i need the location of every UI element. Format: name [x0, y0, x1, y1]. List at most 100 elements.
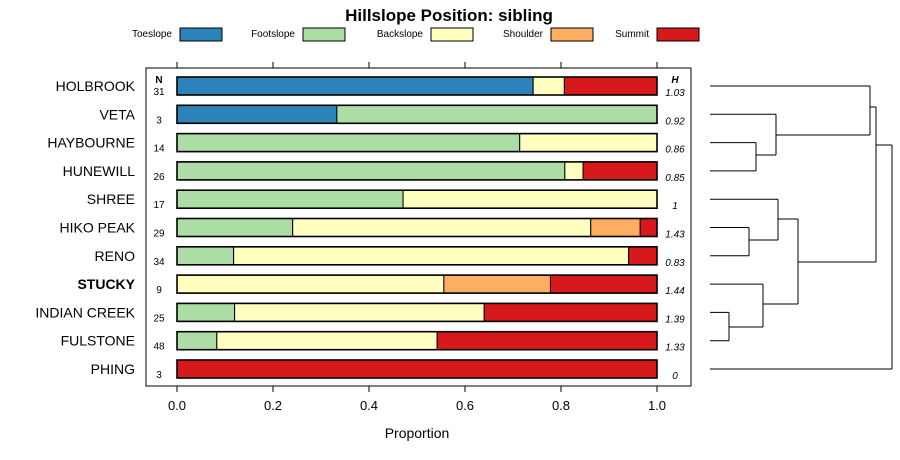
row-hunewill: HUNEWILL 26 0.85: [63, 161, 685, 184]
bar-reno-summit: [628, 246, 658, 266]
row-label-reno: RENO: [95, 248, 136, 264]
chart-title: Hillslope Position: sibling: [345, 6, 553, 25]
bar-indian-creek-footslope: [176, 302, 236, 322]
legend-label-shoulder: Shoulder: [503, 29, 544, 40]
bar-holbrook-backslope: [532, 76, 565, 96]
row-n-fulstone: 48: [153, 342, 165, 353]
row-haybourne: HAYBOURNE 14 0.86: [47, 132, 685, 156]
row-h-hiko-peak: 1.43: [665, 230, 685, 241]
legend-label-toeslope: Toeslope: [132, 29, 172, 40]
row-label-hunewill: HUNEWILL: [63, 163, 136, 179]
legend-swatch-shoulder: [550, 27, 594, 42]
row-h-holbrook: 1.03: [665, 88, 685, 99]
bar-fulstone-summit: [436, 331, 658, 351]
row-label-shree: SHREE: [87, 191, 135, 207]
bar-shree-footslope: [176, 189, 404, 209]
bar-reno-backslope: [233, 246, 630, 266]
row-fulstone: FULSTONE 48 1.33: [61, 330, 685, 354]
plot-frame: [145, 67, 692, 387]
x-tick-label-3: 0.6: [456, 398, 474, 413]
bar-outline-fulstone: [176, 330, 658, 351]
row-h-stucky: 1.44: [665, 286, 685, 297]
row-n-stucky: 9: [156, 285, 162, 296]
row-shree: SHREE 17 1: [87, 189, 678, 212]
x-tick-label-0: 0.0: [168, 398, 186, 413]
bar-stucky-shoulder: [443, 274, 551, 294]
bar-hunewill-backslope: [564, 161, 584, 181]
row-phing: PHING 3 0: [91, 359, 678, 382]
bar-hiko-peak-backslope: [292, 218, 592, 237]
bar-outline-holbrook: [176, 76, 658, 96]
bar-outline-phing: [176, 359, 658, 379]
legend-swatch-footslope: [302, 27, 346, 42]
row-n-hiko-peak: 29: [153, 229, 165, 240]
row-stucky: STUCKY 9 1.44: [77, 274, 685, 297]
row-h-indian-creek: 1.39: [665, 314, 685, 325]
bar-fulstone-backslope: [216, 331, 438, 351]
x-tick-label-4: 0.8: [552, 398, 570, 413]
bar-hiko-peak-summit: [639, 218, 658, 237]
bar-indian-creek-backslope: [234, 302, 485, 322]
row-h-haybourne: 0.86: [665, 145, 685, 156]
bar-veta-toeslope: [176, 104, 338, 124]
x-tick-label-2: 0.4: [360, 398, 378, 413]
bar-outline-hunewill: [176, 161, 658, 181]
row-h-shree: 1: [672, 201, 678, 212]
row-veta: VETA 3 0.92: [99, 104, 685, 127]
bar-hiko-peak-footslope: [176, 218, 294, 237]
row-n-holbrook: 31: [153, 87, 165, 98]
legend-label-summit: Summit: [615, 29, 649, 40]
row-n-reno: 34: [153, 257, 165, 268]
legend: Toeslope Footslope Backslope Shoulder Summit: [132, 27, 700, 42]
row-label-hiko-peak: HIKO PEAK: [60, 220, 136, 236]
row-holbrook: HOLBROOK 31 1.03: [56, 76, 685, 99]
bar-haybourne-backslope: [519, 133, 658, 153]
legend-label-footslope: Footslope: [251, 29, 295, 40]
bar-haybourne-footslope: [176, 133, 521, 153]
row-label-haybourne: HAYBOURNE: [47, 135, 135, 151]
row-n-veta: 3: [156, 115, 162, 126]
row-n-hunewill: 26: [153, 172, 165, 183]
row-hiko-peak: HIKO PEAK 29 1.43: [60, 217, 685, 241]
bar-outline-reno: [176, 246, 658, 266]
row-h-hunewill: 0.85: [665, 173, 685, 184]
n-header: N: [155, 75, 162, 86]
row-n-haybourne: 14: [153, 144, 165, 155]
row-label-phing: PHING: [91, 361, 135, 377]
row-h-phing: 0: [672, 371, 678, 382]
legend-swatch-summit: [656, 27, 700, 42]
row-n-phing: 3: [156, 370, 162, 381]
row-label-indian-creek: INDIAN CREEK: [35, 304, 135, 320]
x-axis: 0.0 0.2 0.4 0.6 0.8 1.0: [168, 62, 666, 413]
bar-outline-shree: [176, 189, 658, 209]
legend-swatch-backslope: [430, 27, 474, 42]
row-label-stucky: STUCKY: [77, 276, 135, 292]
dendrogram: [710, 85, 893, 370]
bar-fulstone-footslope: [176, 331, 218, 351]
row-n-shree: 17: [153, 200, 165, 211]
bar-hiko-peak-shoulder: [590, 218, 641, 237]
bar-indian-creek-summit: [483, 302, 658, 322]
legend-swatch-toeslope: [179, 27, 223, 42]
bar-stucky-summit: [549, 274, 658, 294]
bar-hunewill-summit: [582, 161, 658, 181]
h-header: H: [671, 75, 679, 86]
row-n-indian-creek: 25: [153, 313, 165, 324]
bar-outline-veta: [176, 104, 658, 125]
row-h-fulstone: 1.33: [665, 343, 685, 354]
bar-phing-summit: [176, 359, 658, 379]
bar-holbrook-toeslope: [176, 76, 534, 96]
x-axis-label: Proportion: [385, 425, 450, 441]
row-reno: RENO 34 0.83: [95, 246, 685, 269]
bar-outline-stucky: [176, 274, 658, 294]
row-label-fulstone: FULSTONE: [61, 333, 135, 349]
row-label-veta: VETA: [99, 106, 135, 122]
bar-outline-hiko-peak: [176, 217, 658, 238]
bar-outline-indian-creek: [176, 302, 658, 323]
row-label-holbrook: HOLBROOK: [56, 78, 136, 94]
bar-veta-footslope: [336, 104, 658, 124]
x-tick-label-1: 0.2: [264, 398, 282, 413]
row-h-reno: 0.83: [665, 258, 685, 269]
